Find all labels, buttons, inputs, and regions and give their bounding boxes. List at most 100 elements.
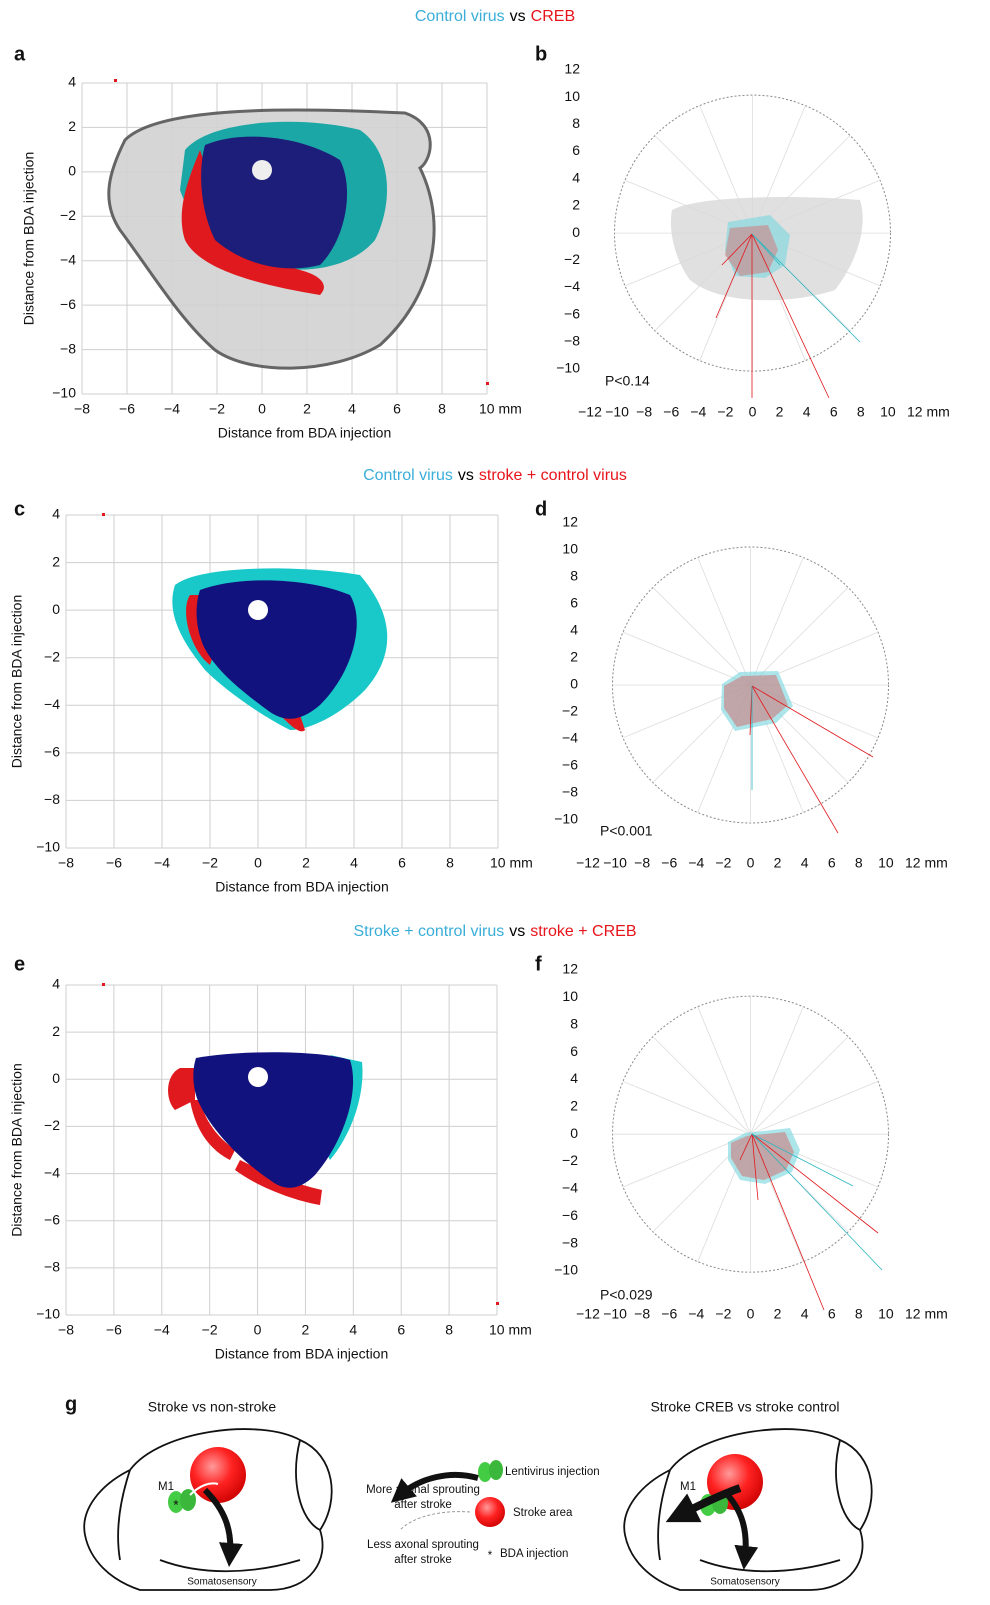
y-tick-label: −4 — [564, 278, 580, 294]
x-tick-label: 8 — [446, 855, 454, 871]
x-tick-label: 2 — [776, 404, 784, 420]
x-tick-label: −4 — [164, 401, 180, 417]
y-tick-label: 8 — [570, 568, 578, 584]
heading-part: vs — [509, 923, 525, 940]
y-tick-label: 4 — [52, 976, 60, 992]
x-tick-label: −2 — [717, 404, 733, 420]
y-tick-label: −8 — [44, 791, 60, 807]
x-tick-label: 8 — [857, 404, 865, 420]
y-tick-label: 2 — [52, 553, 60, 569]
sprouting-text: after stroke — [394, 1499, 452, 1511]
x-tick-label: −2 — [715, 855, 731, 871]
y-tick-label: 2 — [570, 1098, 578, 1114]
y-tick-label: −2 — [60, 207, 76, 223]
spoke — [697, 557, 751, 686]
panel-heading: Control virus vs CREB — [415, 8, 575, 25]
x-tick-label: −6 — [106, 855, 122, 871]
spoke — [622, 1081, 751, 1135]
legend-label: BDA injection — [500, 1548, 568, 1560]
y-tick-label: −2 — [44, 648, 60, 664]
x-tick-label: 8 — [438, 401, 446, 417]
y-tick-label: −10 — [554, 811, 578, 827]
heading-part: stroke + CREB — [530, 923, 636, 940]
y-tick-label: 0 — [572, 224, 580, 240]
y-tick-label: −4 — [562, 730, 578, 746]
panel-label: e — [14, 953, 25, 975]
x-tick-label: 0 — [747, 1306, 755, 1322]
legend-label: Stroke area — [513, 1507, 573, 1519]
x-tick-label: −8 — [58, 855, 74, 871]
x-tick-label: −2 — [202, 855, 218, 871]
brain-left — [83, 1428, 333, 1591]
x-tick-label: 6 — [393, 401, 401, 417]
y-tick-label: −10 — [36, 839, 60, 855]
x-tick-label: 0 — [258, 401, 266, 417]
x-tick-label: 6 — [398, 855, 406, 871]
panel-label: b — [535, 43, 547, 65]
y-tick-label: 0 — [68, 163, 76, 179]
x-tick-label: −8 — [636, 404, 652, 420]
x-tick-label: 2 — [302, 855, 310, 871]
x-tick-label: 10 mm — [489, 1322, 532, 1338]
x-tick-label: 0 — [749, 404, 757, 420]
x-tick-label: 12 mm — [905, 1306, 948, 1322]
spoke — [750, 1006, 804, 1135]
y-tick-label: 8 — [570, 1015, 578, 1031]
p-value: P<0.029 — [600, 1287, 653, 1303]
y-axis-label: Distance from BDA injection — [21, 152, 37, 326]
y-tick-label: 0 — [52, 601, 60, 617]
panel-label: c — [14, 498, 25, 520]
x-tick-label: 4 — [801, 1306, 809, 1322]
y-tick-label: −6 — [564, 305, 580, 321]
legend-label: Lentivirus injection — [505, 1466, 600, 1478]
spoke — [750, 1081, 879, 1135]
x-tick-label: 4 — [350, 855, 358, 871]
y-tick-label: 2 — [570, 649, 578, 665]
y-tick-label: −4 — [60, 251, 76, 267]
x-tick-label: 6 — [397, 1322, 405, 1338]
x-tick-label: 2 — [774, 855, 782, 871]
x-tick-label: 10 — [880, 404, 896, 420]
y-tick-label: 0 — [52, 1070, 60, 1086]
x-tick-label: 12 mm — [905, 855, 948, 871]
x-tick-label: 6 — [828, 855, 836, 871]
heading-part: vs — [510, 8, 526, 25]
heading-part: Stroke + control virus — [354, 923, 505, 940]
x-axis-label: Distance from BDA injection — [215, 1346, 389, 1362]
x-tick-label: 8 — [445, 1322, 453, 1338]
y-tick-label: 6 — [570, 1043, 578, 1059]
m1-label: M1 — [158, 1481, 174, 1493]
y-tick-label: −2 — [564, 251, 580, 267]
x-tick-label: −10 — [603, 855, 627, 871]
y-tick-label: −4 — [562, 1180, 578, 1196]
diagram-title: Stroke vs non-stroke — [148, 1399, 277, 1415]
x-tick-label: 0 — [254, 1322, 262, 1338]
x-tick-label: −4 — [154, 855, 170, 871]
x-tick-label: 8 — [855, 1306, 863, 1322]
panel-label: d — [535, 498, 547, 520]
y-tick-label: 4 — [570, 622, 578, 638]
y-tick-label: −6 — [562, 1207, 578, 1223]
panel-f-image — [728, 1128, 883, 1311]
x-tick-label: 8 — [855, 855, 863, 871]
spoke — [750, 1036, 849, 1135]
heading-part: Control virus — [363, 467, 453, 484]
y-tick-label: 4 — [570, 1070, 578, 1086]
brain-right — [623, 1428, 873, 1591]
y-tick-label: −8 — [564, 333, 580, 349]
x-tick-label: −2 — [209, 401, 225, 417]
heading-part: vs — [458, 467, 474, 484]
x-tick-label: 10 — [878, 855, 894, 871]
panel-a-image — [107, 79, 489, 385]
y-tick-label: 2 — [52, 1023, 60, 1039]
y-tick-label: −2 — [562, 1152, 578, 1168]
y-tick-label: −6 — [562, 757, 578, 773]
x-tick-label: 4 — [803, 404, 811, 420]
y-tick-label: −10 — [554, 1262, 578, 1278]
y-tick-label: −6 — [44, 1211, 60, 1227]
spoke — [652, 1036, 751, 1135]
x-tick-label: −4 — [154, 1322, 170, 1338]
panel-label: a — [14, 43, 26, 65]
diagram-title: Stroke CREB vs stroke control — [650, 1399, 839, 1415]
x-tick-label: 12 mm — [907, 404, 950, 420]
